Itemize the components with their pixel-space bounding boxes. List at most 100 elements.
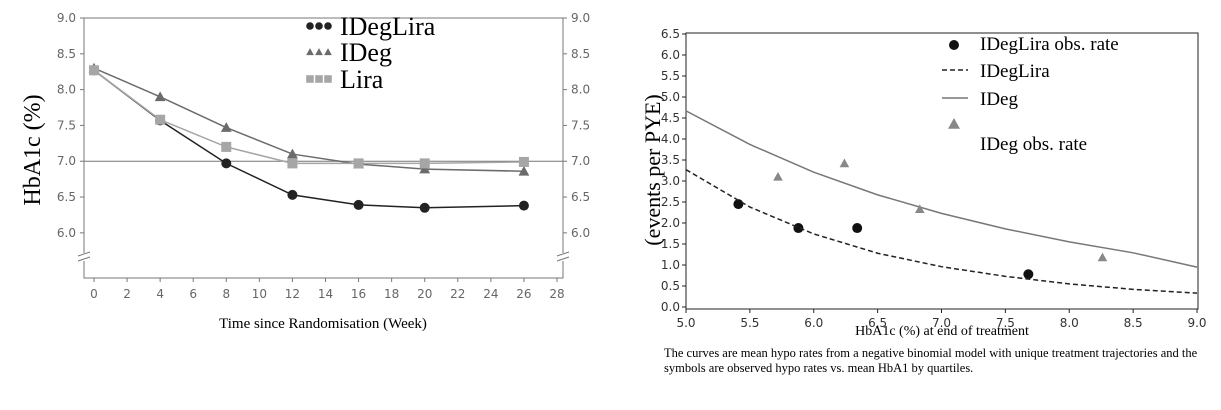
left-x-tick-label: 20 <box>417 287 432 301</box>
legend-marker-ideg-obs-rate <box>948 118 960 129</box>
left-x-tick-label: 4 <box>156 287 164 301</box>
right-y-tick-label: 2.5 <box>661 195 680 209</box>
data-point-ideg <box>154 91 166 102</box>
data-point-ideglira <box>518 200 529 211</box>
left-x-tick-label: 14 <box>318 287 333 301</box>
data-point-ideglira-obs-rate <box>793 223 804 234</box>
data-point-ideg <box>287 148 298 159</box>
right-x-tick-label: 5.5 <box>740 316 759 330</box>
data-point-lira <box>518 156 529 167</box>
right-chart-hypo-rate-vs-hba1c: 0.0 0.5 1.0 1.5 2.0 2.5 3.0 3.5 4.0 4.5 5.0 5.5 6.0 6… <box>640 27 1207 339</box>
data-point-ideglira <box>221 158 232 169</box>
left-y2-tick-label: 6.0 <box>571 226 590 240</box>
right-y-tick-label: 6.5 <box>661 27 680 41</box>
left-x-tick-label: 18 <box>384 287 399 301</box>
right-x-tick-label: 8.5 <box>1124 316 1143 330</box>
legend-marker-ideglira <box>306 22 314 30</box>
right-x-tick-label: 8.0 <box>1060 316 1079 330</box>
figure-caption: The curves are mean hypo rates from a ne… <box>664 346 1198 375</box>
curve-ideglira <box>685 169 1198 294</box>
data-point-lira <box>155 114 166 125</box>
right-y-axis-label: (events per PYE) <box>640 94 665 246</box>
legend-label-lira: Lira <box>340 65 384 94</box>
legend-marker-lira <box>315 75 323 83</box>
right-x-tick-label: 5.0 <box>676 316 695 330</box>
legend-marker-ideglira <box>324 22 332 30</box>
left-x-tick-label: 26 <box>516 287 531 301</box>
data-point-ideg-obs-rate <box>839 158 850 168</box>
right-y-tick-label: 4.0 <box>661 132 680 146</box>
legend-marker-ideglira <box>315 22 323 30</box>
right-y-tick-label: 6.0 <box>661 48 680 62</box>
left-y2-tick-label: 9.0 <box>571 11 590 25</box>
legend-marker-ideg <box>306 48 314 56</box>
left-y-tick-label: 8.5 <box>57 47 76 61</box>
data-point-lira <box>419 158 430 169</box>
axis-break-mark <box>556 256 570 262</box>
data-point-lira <box>353 158 364 169</box>
left-y-tick-label: 6.5 <box>57 190 76 204</box>
right-y-tick-label: 1.0 <box>661 258 680 272</box>
legend-label-ideg-obs-rate: IDeg obs. rate <box>980 134 1087 155</box>
right-x-tick-label: 6.5 <box>868 316 887 330</box>
axis-break-mark <box>77 256 91 262</box>
right-y-tick-label: 4.5 <box>661 111 680 125</box>
legend-label-ideg: IDeg <box>340 38 392 67</box>
left-y-tick-label: 7.5 <box>57 118 76 132</box>
left-x-tick-label: 10 <box>252 287 267 301</box>
right-x-tick-label: 6.0 <box>804 316 823 330</box>
left-x-tick-label: 28 <box>549 287 564 301</box>
right-y-tick-label: 5.0 <box>661 90 680 104</box>
data-point-ideg-obs-rate <box>1097 252 1108 262</box>
right-y-tick-label: 0.0 <box>661 300 680 314</box>
legend-marker-ideg <box>324 48 332 56</box>
right-x-tick-label: 7.5 <box>996 316 1015 330</box>
data-point-ideglira <box>287 189 298 200</box>
left-y-tick-label: 8.0 <box>57 83 76 97</box>
data-point-ideg <box>220 122 232 132</box>
left-y-tick-label: 7.0 <box>57 154 76 168</box>
data-point-lira <box>287 158 298 169</box>
left-x-tick-label: 6 <box>189 287 197 301</box>
right-y-tick-label: 0.5 <box>661 279 680 293</box>
legend-label-ideglira-obs-rate: IDegLira obs. rate <box>980 34 1119 55</box>
right-plot-frame <box>685 32 1199 310</box>
right-x-tick-label: 9.0 <box>1187 316 1206 330</box>
axis-break-gap <box>557 253 569 261</box>
left-y-axis-label: HbA1c (%) <box>20 94 46 205</box>
left-chart-hba1c-over-time: 6.0 6.0 6.5 6.5 7.0 7.0 7.5 7.5 8.0 8.0 8.5 8.5 9.0 9… <box>20 11 590 332</box>
right-y-tick-label: 3.5 <box>661 153 680 167</box>
axis-break-mark <box>77 251 91 257</box>
data-point-lira <box>89 65 99 76</box>
legend-label-ideglira: IDegLira <box>340 12 436 41</box>
data-point-ideglira-obs-rate <box>733 199 744 210</box>
data-point-ideglira-obs-rate <box>1023 269 1034 280</box>
left-x-tick-label: 22 <box>450 287 465 301</box>
left-y2-tick-label: 7.0 <box>571 154 590 168</box>
left-y2-tick-label: 7.5 <box>571 118 590 132</box>
data-point-ideglira-obs-rate <box>852 223 863 234</box>
legend-marker-lira <box>306 75 314 83</box>
left-x-tick-label: 12 <box>285 287 300 301</box>
legend-label-ideglira: IDegLira <box>980 61 1050 82</box>
right-x-tick-label: 7.0 <box>932 316 951 330</box>
right-y-tick-label: 2.0 <box>661 216 680 230</box>
left-x-tick-label: 8 <box>222 287 230 301</box>
left-x-tick-label: 2 <box>123 287 131 301</box>
left-y2-tick-label: 6.5 <box>571 190 590 204</box>
data-point-ideglira <box>353 199 364 210</box>
right-y-tick-label: 5.5 <box>661 69 680 83</box>
left-y2-tick-label: 8.5 <box>571 47 590 61</box>
left-y-tick-label: 9.0 <box>57 11 76 25</box>
legend-label-ideg: IDeg <box>980 89 1018 110</box>
data-point-ideg <box>518 165 530 176</box>
legend-marker-lira <box>324 75 332 83</box>
curve-ideg <box>685 110 1198 268</box>
series-line-ideglira <box>93 69 524 209</box>
left-x-axis-label: Time since Randomisation (Week) <box>219 316 427 332</box>
left-x-tick-label: 16 <box>351 287 366 301</box>
right-y-tick-label: 3.0 <box>661 174 680 188</box>
right-x-axis-label: HbA1c (%) at end of treatment <box>855 324 1029 339</box>
right-y-tick-label: 1.5 <box>661 237 680 251</box>
